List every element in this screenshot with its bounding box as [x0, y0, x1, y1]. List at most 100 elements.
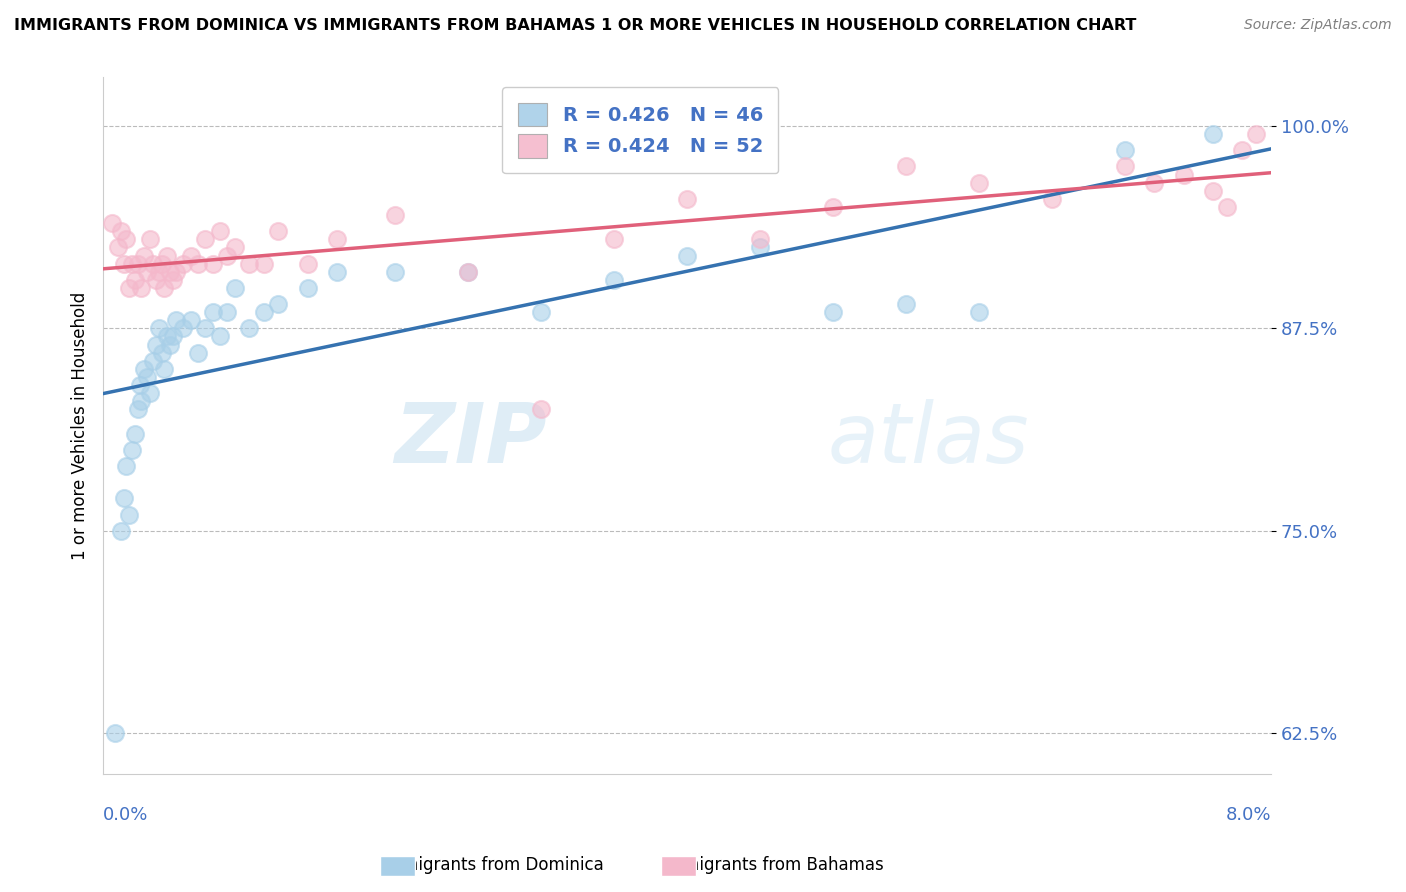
- Point: [267, 297, 290, 311]
- Point: [1216, 200, 1239, 214]
- Point: [165, 265, 187, 279]
- Point: [384, 208, 406, 222]
- Point: [749, 232, 772, 246]
- Y-axis label: 1 or more Vehicles in Household: 1 or more Vehicles in Household: [72, 292, 89, 559]
- Point: [165, 313, 187, 327]
- Point: [201, 305, 224, 319]
- Point: [153, 361, 176, 376]
- Point: [115, 232, 138, 246]
- Point: [967, 305, 990, 319]
- Point: [156, 329, 179, 343]
- Point: [172, 321, 194, 335]
- Point: [172, 257, 194, 271]
- Point: [530, 402, 553, 417]
- Point: [112, 257, 135, 271]
- Point: [208, 224, 231, 238]
- Point: [224, 281, 246, 295]
- Point: [180, 248, 202, 262]
- Point: [253, 257, 276, 271]
- Text: 0.0%: 0.0%: [103, 805, 149, 824]
- Point: [145, 337, 167, 351]
- Point: [128, 378, 150, 392]
- Point: [142, 257, 165, 271]
- Point: [1173, 168, 1195, 182]
- Point: [121, 257, 143, 271]
- Point: [115, 458, 138, 473]
- Point: [676, 192, 699, 206]
- Point: [136, 265, 159, 279]
- Point: [894, 297, 917, 311]
- Point: [457, 265, 479, 279]
- Legend: R = 0.426   N = 46, R = 0.424   N = 52: R = 0.426 N = 46, R = 0.424 N = 52: [502, 87, 779, 174]
- Point: [967, 176, 990, 190]
- Point: [325, 265, 347, 279]
- Point: [156, 248, 179, 262]
- Point: [187, 257, 209, 271]
- Point: [1202, 184, 1225, 198]
- Point: [121, 442, 143, 457]
- Point: [297, 257, 319, 271]
- Point: [384, 265, 406, 279]
- Point: [159, 337, 181, 351]
- Point: [749, 240, 772, 254]
- Point: [201, 257, 224, 271]
- Point: [136, 370, 159, 384]
- Point: [127, 257, 149, 271]
- Point: [112, 491, 135, 506]
- Point: [530, 305, 553, 319]
- Point: [457, 265, 479, 279]
- Point: [118, 508, 141, 522]
- Text: Immigrants from Bahamas: Immigrants from Bahamas: [662, 856, 884, 874]
- Point: [217, 305, 239, 319]
- Point: [162, 273, 184, 287]
- Point: [603, 273, 626, 287]
- Point: [159, 265, 181, 279]
- Point: [224, 240, 246, 254]
- Point: [153, 281, 176, 295]
- Text: 8.0%: 8.0%: [1226, 805, 1271, 824]
- Point: [676, 248, 699, 262]
- Point: [894, 160, 917, 174]
- Point: [104, 726, 127, 740]
- Point: [187, 345, 209, 359]
- Point: [238, 321, 260, 335]
- Point: [1143, 176, 1166, 190]
- Point: [823, 305, 845, 319]
- Point: [124, 273, 146, 287]
- Point: [142, 353, 165, 368]
- Point: [124, 426, 146, 441]
- Point: [208, 329, 231, 343]
- Point: [823, 200, 845, 214]
- Text: ZIP: ZIP: [394, 399, 547, 480]
- Point: [107, 240, 129, 254]
- Point: [1114, 143, 1136, 157]
- Point: [139, 386, 162, 401]
- Point: [150, 257, 173, 271]
- Text: IMMIGRANTS FROM DOMINICA VS IMMIGRANTS FROM BAHAMAS 1 OR MORE VEHICLES IN HOUSEH: IMMIGRANTS FROM DOMINICA VS IMMIGRANTS F…: [14, 18, 1136, 33]
- Point: [150, 345, 173, 359]
- Point: [297, 281, 319, 295]
- Point: [132, 361, 155, 376]
- Point: [325, 232, 347, 246]
- Point: [101, 216, 124, 230]
- Point: [129, 394, 152, 409]
- Point: [1230, 143, 1253, 157]
- Point: [129, 281, 152, 295]
- Point: [132, 248, 155, 262]
- Point: [139, 232, 162, 246]
- Point: [118, 281, 141, 295]
- Point: [194, 321, 217, 335]
- Point: [1040, 192, 1063, 206]
- Point: [1202, 127, 1225, 141]
- Text: Immigrants from Dominica: Immigrants from Dominica: [381, 856, 603, 874]
- Point: [194, 232, 217, 246]
- Point: [148, 321, 170, 335]
- Point: [603, 232, 626, 246]
- Point: [148, 265, 170, 279]
- Point: [110, 524, 132, 538]
- Point: [238, 257, 260, 271]
- Point: [180, 313, 202, 327]
- Point: [110, 224, 132, 238]
- Text: atlas: atlas: [827, 399, 1029, 480]
- Point: [217, 248, 239, 262]
